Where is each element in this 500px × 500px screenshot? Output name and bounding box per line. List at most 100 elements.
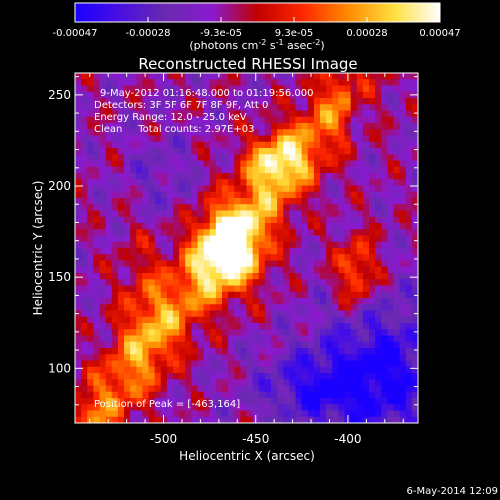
heatmap-cell: [326, 85, 333, 93]
heatmap-cell: [369, 379, 376, 387]
heatmap-cell: [307, 385, 315, 393]
heatmap-cell: [399, 360, 407, 368]
heatmap-cell: [375, 254, 382, 262]
heatmap-cell: [313, 273, 321, 280]
heatmap-cell: [289, 260, 297, 268]
heatmap-cell: [75, 229, 82, 237]
heatmap-cell: [411, 198, 418, 205]
heatmap-cell: [111, 348, 119, 355]
heatmap-cell: [222, 73, 229, 80]
heatmap-cell: [375, 360, 382, 368]
heatmap-cell: [246, 291, 254, 299]
heatmap-cell: [375, 391, 382, 399]
heatmap-cell: [185, 166, 192, 174]
heatmap-cell: [142, 373, 150, 380]
heatmap-cell: [136, 198, 143, 205]
heatmap-cell: [173, 304, 180, 312]
heatmap-cell: [375, 79, 382, 87]
heatmap-cell: [369, 210, 376, 218]
heatmap-cell: [375, 373, 382, 380]
heatmap-cell: [148, 116, 156, 124]
heatmap-cell: [234, 185, 241, 193]
heatmap-cell: [234, 191, 241, 199]
heatmap-cell: [393, 310, 401, 318]
heatmap-cell: [246, 285, 254, 293]
heatmap-cell: [381, 316, 388, 324]
heatmap-cell: [301, 391, 309, 399]
heatmap-cell: [277, 173, 284, 180]
heatmap-cell: [166, 416, 174, 423]
heatmap-cell: [295, 348, 303, 355]
heatmap-cell: [179, 160, 186, 168]
colorbar-tick-label: -9.3e-05: [200, 28, 242, 39]
heatmap-cell: [166, 191, 174, 199]
heatmap-cell: [332, 335, 339, 343]
heatmap-cell: [375, 85, 382, 93]
heatmap-cell: [203, 391, 211, 399]
heatmap-cell: [295, 104, 303, 112]
heatmap-cell: [87, 379, 94, 387]
heatmap-cell: [264, 385, 272, 393]
heatmap-cell: [338, 191, 346, 199]
heatmap-cell: [350, 123, 358, 130]
heatmap-cell: [124, 179, 131, 187]
heatmap-cell: [99, 235, 107, 243]
heatmap-cell: [191, 198, 199, 205]
colorbar-units: (photons cm-2 s-1 asec-2): [189, 38, 324, 52]
heatmap-cell: [117, 210, 125, 218]
heatmap-cell: [142, 398, 150, 405]
heatmap-cell: [405, 410, 413, 418]
heatmap-cell: [136, 73, 143, 80]
heatmap-cell: [136, 241, 143, 249]
heatmap-cell: [264, 254, 272, 262]
heatmap-cell: [154, 310, 162, 318]
heatmap-cell: [154, 329, 162, 337]
heatmap-cell: [191, 360, 199, 368]
heatmap-cell: [154, 141, 162, 149]
heatmap-cell: [252, 185, 260, 193]
heatmap-cell: [350, 335, 358, 343]
heatmap-cell: [105, 191, 113, 199]
heatmap-cell: [117, 323, 125, 330]
heatmap-cell: [99, 223, 107, 230]
heatmap-cell: [271, 116, 278, 124]
heatmap-cell: [356, 73, 364, 80]
heatmap-cell: [405, 285, 413, 293]
heatmap-cell: [258, 104, 266, 112]
heatmap-cell: [301, 348, 309, 355]
heatmap-cell: [362, 223, 370, 230]
heatmap-cell: [197, 329, 205, 337]
heatmap-cell: [179, 260, 186, 268]
heatmap-cell: [399, 279, 407, 287]
heatmap-cell: [173, 79, 180, 87]
heatmap-cell: [320, 291, 327, 299]
heatmap-cell: [271, 385, 278, 393]
heatmap-cell: [87, 416, 94, 423]
annotation-detectors: Detectors: 3F 5F 6F 7F 8F 9F, Att 0: [94, 100, 268, 111]
heatmap-cell: [399, 204, 407, 212]
heatmap-cell: [99, 179, 107, 187]
heatmap-cell: [209, 123, 217, 130]
heatmap-cell: [203, 354, 211, 362]
heatmap-cell: [271, 154, 278, 162]
heatmap-cell: [197, 116, 205, 124]
heatmap-cell: [173, 179, 180, 187]
heatmap-cell: [289, 354, 297, 362]
heatmap-cell: [228, 179, 235, 187]
heatmap-cell: [154, 341, 162, 349]
heatmap-cell: [375, 104, 382, 112]
heatmap-cell: [344, 160, 352, 168]
heatmap-cell: [148, 379, 156, 387]
heatmap-cell: [160, 385, 168, 393]
heatmap-cell: [160, 141, 168, 149]
heatmap-cell: [117, 260, 125, 268]
heatmap-cell: [307, 304, 315, 312]
heatmap-cell: [258, 110, 266, 118]
heatmap-cell: [326, 379, 333, 387]
heatmap-cell: [362, 366, 370, 374]
heatmap-cell: [283, 335, 290, 343]
heatmap-cell: [75, 104, 82, 112]
heatmap-cell: [320, 116, 327, 124]
heatmap-cell: [179, 135, 186, 143]
heatmap-cell: [369, 385, 376, 393]
